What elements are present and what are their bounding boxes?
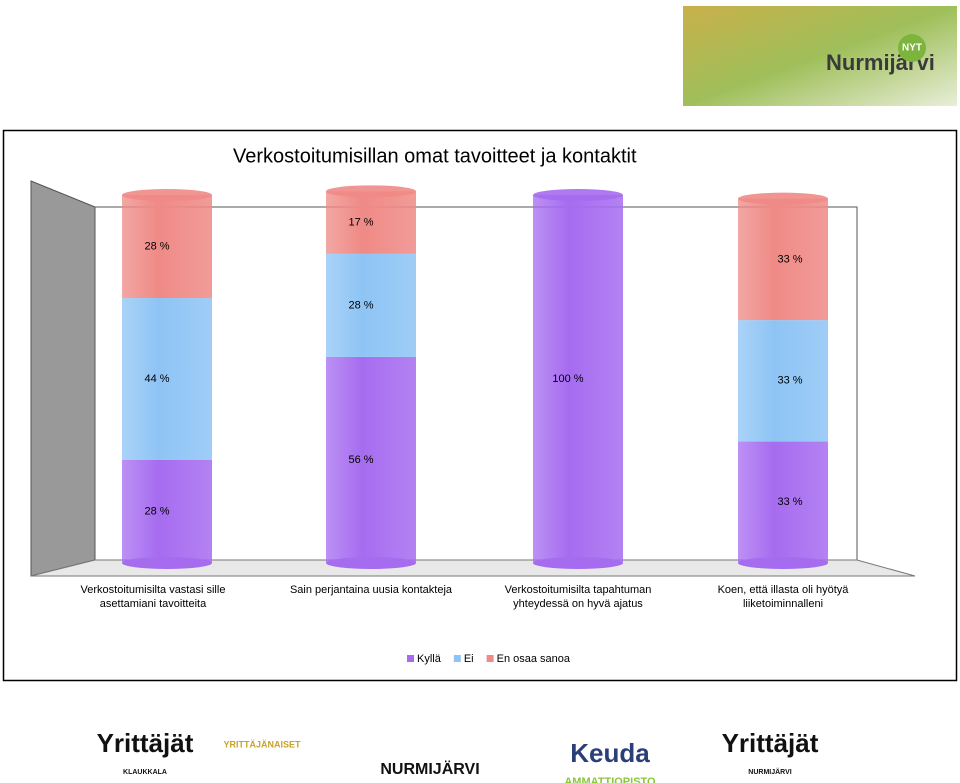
cylinder-segment [738,320,828,442]
cylinder-segment [122,298,212,460]
logo-sub: AMMATTIOPISTO [564,776,656,783]
logo-name: YRITTÄJÄNAISET [223,739,301,749]
data-label: 33 % [777,375,802,387]
badge-text: NYT [902,43,922,54]
legend-label: Kyllä [417,653,442,665]
cylinder-cap [122,189,212,201]
legend-label: En osaa sanoa [497,653,571,665]
cylinder-segment [738,198,828,321]
cylinder-cap [326,185,416,198]
legend-swatch [453,655,461,662]
floor [30,559,916,577]
cylinder-segment [326,356,416,563]
data-label: 28 % [144,240,169,252]
data-label: 100 % [552,373,583,385]
back-wall [94,206,858,561]
logo-name: Yrittäjät [97,728,194,758]
x-tick-label: Sain perjantaina uusia kontakteja [289,584,453,596]
legend-swatch [407,655,414,662]
data-label: 28 % [144,505,169,517]
data-label: 28 % [348,299,373,311]
logo-name: Yrittäjät [722,728,819,758]
logo-sub: NURMIJÄRVI [748,768,791,776]
cylinder-segment [738,441,828,563]
data-label: 56 % [348,454,373,466]
data-label: 33 % [777,253,802,265]
cylinder-segment [122,459,212,563]
cylinder-cap [533,189,623,201]
data-label: 44 % [144,373,169,385]
chart-title: Verkostoitumisillan omat tavoitteet ja k… [233,145,637,167]
x-tick-label: Verkostoitumisilta tapahtuman yhteydessä… [504,584,652,610]
legend-swatch [486,655,494,662]
cylinder-segment [122,195,212,299]
badge [898,34,926,62]
logo-name: Keuda [570,738,650,768]
x-tick-label: Verkostoitumisilta vastasi sille asettam… [80,584,226,610]
side-wall [30,180,96,577]
logo-sub: KLAUKKALA [123,769,167,776]
x-tick-label: Koen, että illasta oli hyötyä liiketoimi… [717,584,849,610]
cylinder-segment [326,253,416,357]
logo-name: NURMIJÄRVI [380,760,479,778]
cylinder-segment [533,195,623,563]
cylinder-cap [738,192,828,205]
data-label: 17 % [348,217,373,229]
data-label: 33 % [777,496,802,508]
legend-label: Ei [464,653,474,665]
cylinder-segment [326,191,416,254]
